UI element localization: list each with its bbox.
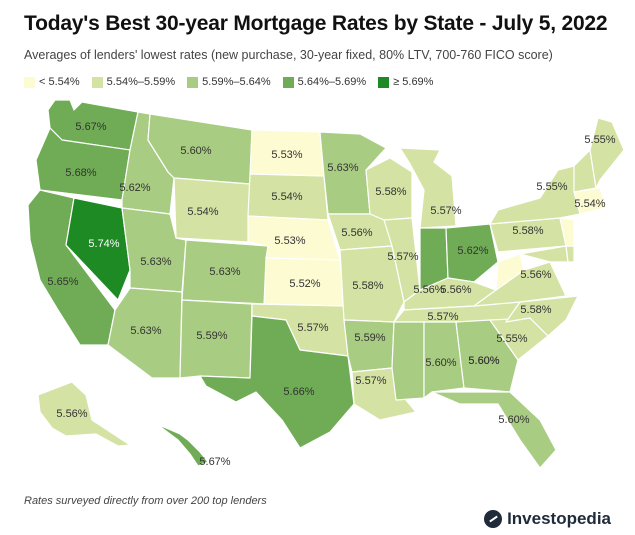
label-az: 5.63% <box>130 325 161 337</box>
label-pa: 5.58% <box>512 225 543 237</box>
label-ia: 5.56% <box>341 227 372 239</box>
label-nv: 5.74% <box>88 238 119 250</box>
state-oh[interactable] <box>445 223 499 283</box>
legend-item-5: ≥ 5.69% <box>378 76 433 88</box>
state-fl[interactable] <box>431 391 557 469</box>
legend-item-4: 5.64%–5.69% <box>282 76 367 88</box>
label-sd: 5.54% <box>271 191 302 203</box>
label-sc: 5.55% <box>496 333 527 345</box>
brand-name: Investopedia <box>507 509 611 528</box>
label-or: 5.68% <box>65 167 96 179</box>
state-de[interactable] <box>565 245 575 263</box>
state-al[interactable] <box>423 321 465 399</box>
label-ut: 5.63% <box>140 256 171 268</box>
legend-label-1: < 5.54% <box>39 76 80 88</box>
label-mo: 5.58% <box>352 280 383 292</box>
legend-swatch-5 <box>378 76 390 88</box>
state-tx[interactable] <box>199 315 355 449</box>
label-ca: 5.65% <box>47 276 78 288</box>
state-mo[interactable] <box>339 245 405 323</box>
label-me: 5.55% <box>584 134 615 146</box>
label-ne: 5.53% <box>274 235 305 247</box>
state-ny[interactable] <box>489 165 581 225</box>
label-ga: 5.60% <box>468 355 499 367</box>
legend-swatch-1 <box>24 76 35 88</box>
label-al: 5.60% <box>468 355 499 367</box>
label-ak: 5.56% <box>56 408 87 420</box>
brand-mark-icon <box>484 510 503 528</box>
footnote: Rates surveyed directly from over 200 to… <box>24 495 267 507</box>
state-nv[interactable] <box>65 197 131 301</box>
legend-item-1: < 5.54% <box>24 76 80 88</box>
state-az[interactable] <box>107 287 183 379</box>
label-id: 5.62% <box>119 182 150 194</box>
legend-label-4: 5.64%–5.69% <box>297 76 367 88</box>
label-nm: 5.59% <box>196 330 227 342</box>
label-hi: 5.67% <box>199 456 230 468</box>
state-nj[interactable] <box>559 217 575 247</box>
label-wy: 5.54% <box>187 206 218 218</box>
label-wi: 5.58% <box>375 186 406 198</box>
label-tx: 5.66% <box>283 386 314 398</box>
label-wa: 5.67% <box>75 121 106 133</box>
legend-swatch-3 <box>187 76 199 88</box>
page-title: Today's Best 30-year Mortgage Rates by S… <box>24 12 608 35</box>
state-ar[interactable] <box>343 319 395 373</box>
us-state-map: 5.67% 5.68% 5.65% 5.74% 5.62% 5.60% 5.54… <box>27 99 625 469</box>
state-hi[interactable] <box>157 424 209 467</box>
label-ar: 5.59% <box>354 332 385 344</box>
label-ms: 5.60% <box>425 357 456 369</box>
brand-logo: Investopedia <box>484 509 611 529</box>
label-il: 5.57% <box>387 251 418 263</box>
legend-swatch-2 <box>91 76 103 88</box>
label-ky-tn: 5.56% <box>440 284 471 296</box>
label-nc: 5.58% <box>520 304 551 316</box>
state-me[interactable] <box>589 117 625 189</box>
label-la: 5.57% <box>355 375 386 387</box>
legend-label-5: ≥ 5.69% <box>393 76 434 88</box>
label-mn: 5.63% <box>327 162 358 174</box>
label-nd: 5.53% <box>271 149 302 161</box>
legend-label-3: 5.59%–5.64% <box>202 76 271 88</box>
label-ks: 5.52% <box>289 278 320 290</box>
state-ms[interactable] <box>391 321 425 401</box>
legend-item-2: 5.54%–5.59% <box>91 76 176 88</box>
label-ct: 5.54% <box>574 198 605 210</box>
label-fl: 5.60% <box>498 414 529 426</box>
state-ak[interactable] <box>37 381 131 447</box>
label-tn: 5.57% <box>427 311 458 323</box>
label-ny: 5.55% <box>536 181 567 193</box>
page-subtitle: Averages of lenders' lowest rates (new p… <box>24 48 553 62</box>
label-in: 5.56% <box>413 284 444 296</box>
label-oh: 5.62% <box>457 245 488 257</box>
label-mi: 5.57% <box>430 205 461 217</box>
legend-swatch-4 <box>282 76 294 88</box>
legend-item-3: 5.59%–5.64% <box>187 76 271 88</box>
legend: < 5.54% 5.54%–5.59% 5.59%–5.64% 5.64%–5.… <box>24 76 445 88</box>
legend-label-2: 5.54%–5.59% <box>106 76 176 88</box>
state-mi[interactable] <box>399 147 457 229</box>
label-va: 5.56% <box>520 269 551 281</box>
label-mt: 5.60% <box>180 145 211 157</box>
label-co: 5.63% <box>209 266 240 278</box>
label-ok: 5.57% <box>297 322 328 334</box>
